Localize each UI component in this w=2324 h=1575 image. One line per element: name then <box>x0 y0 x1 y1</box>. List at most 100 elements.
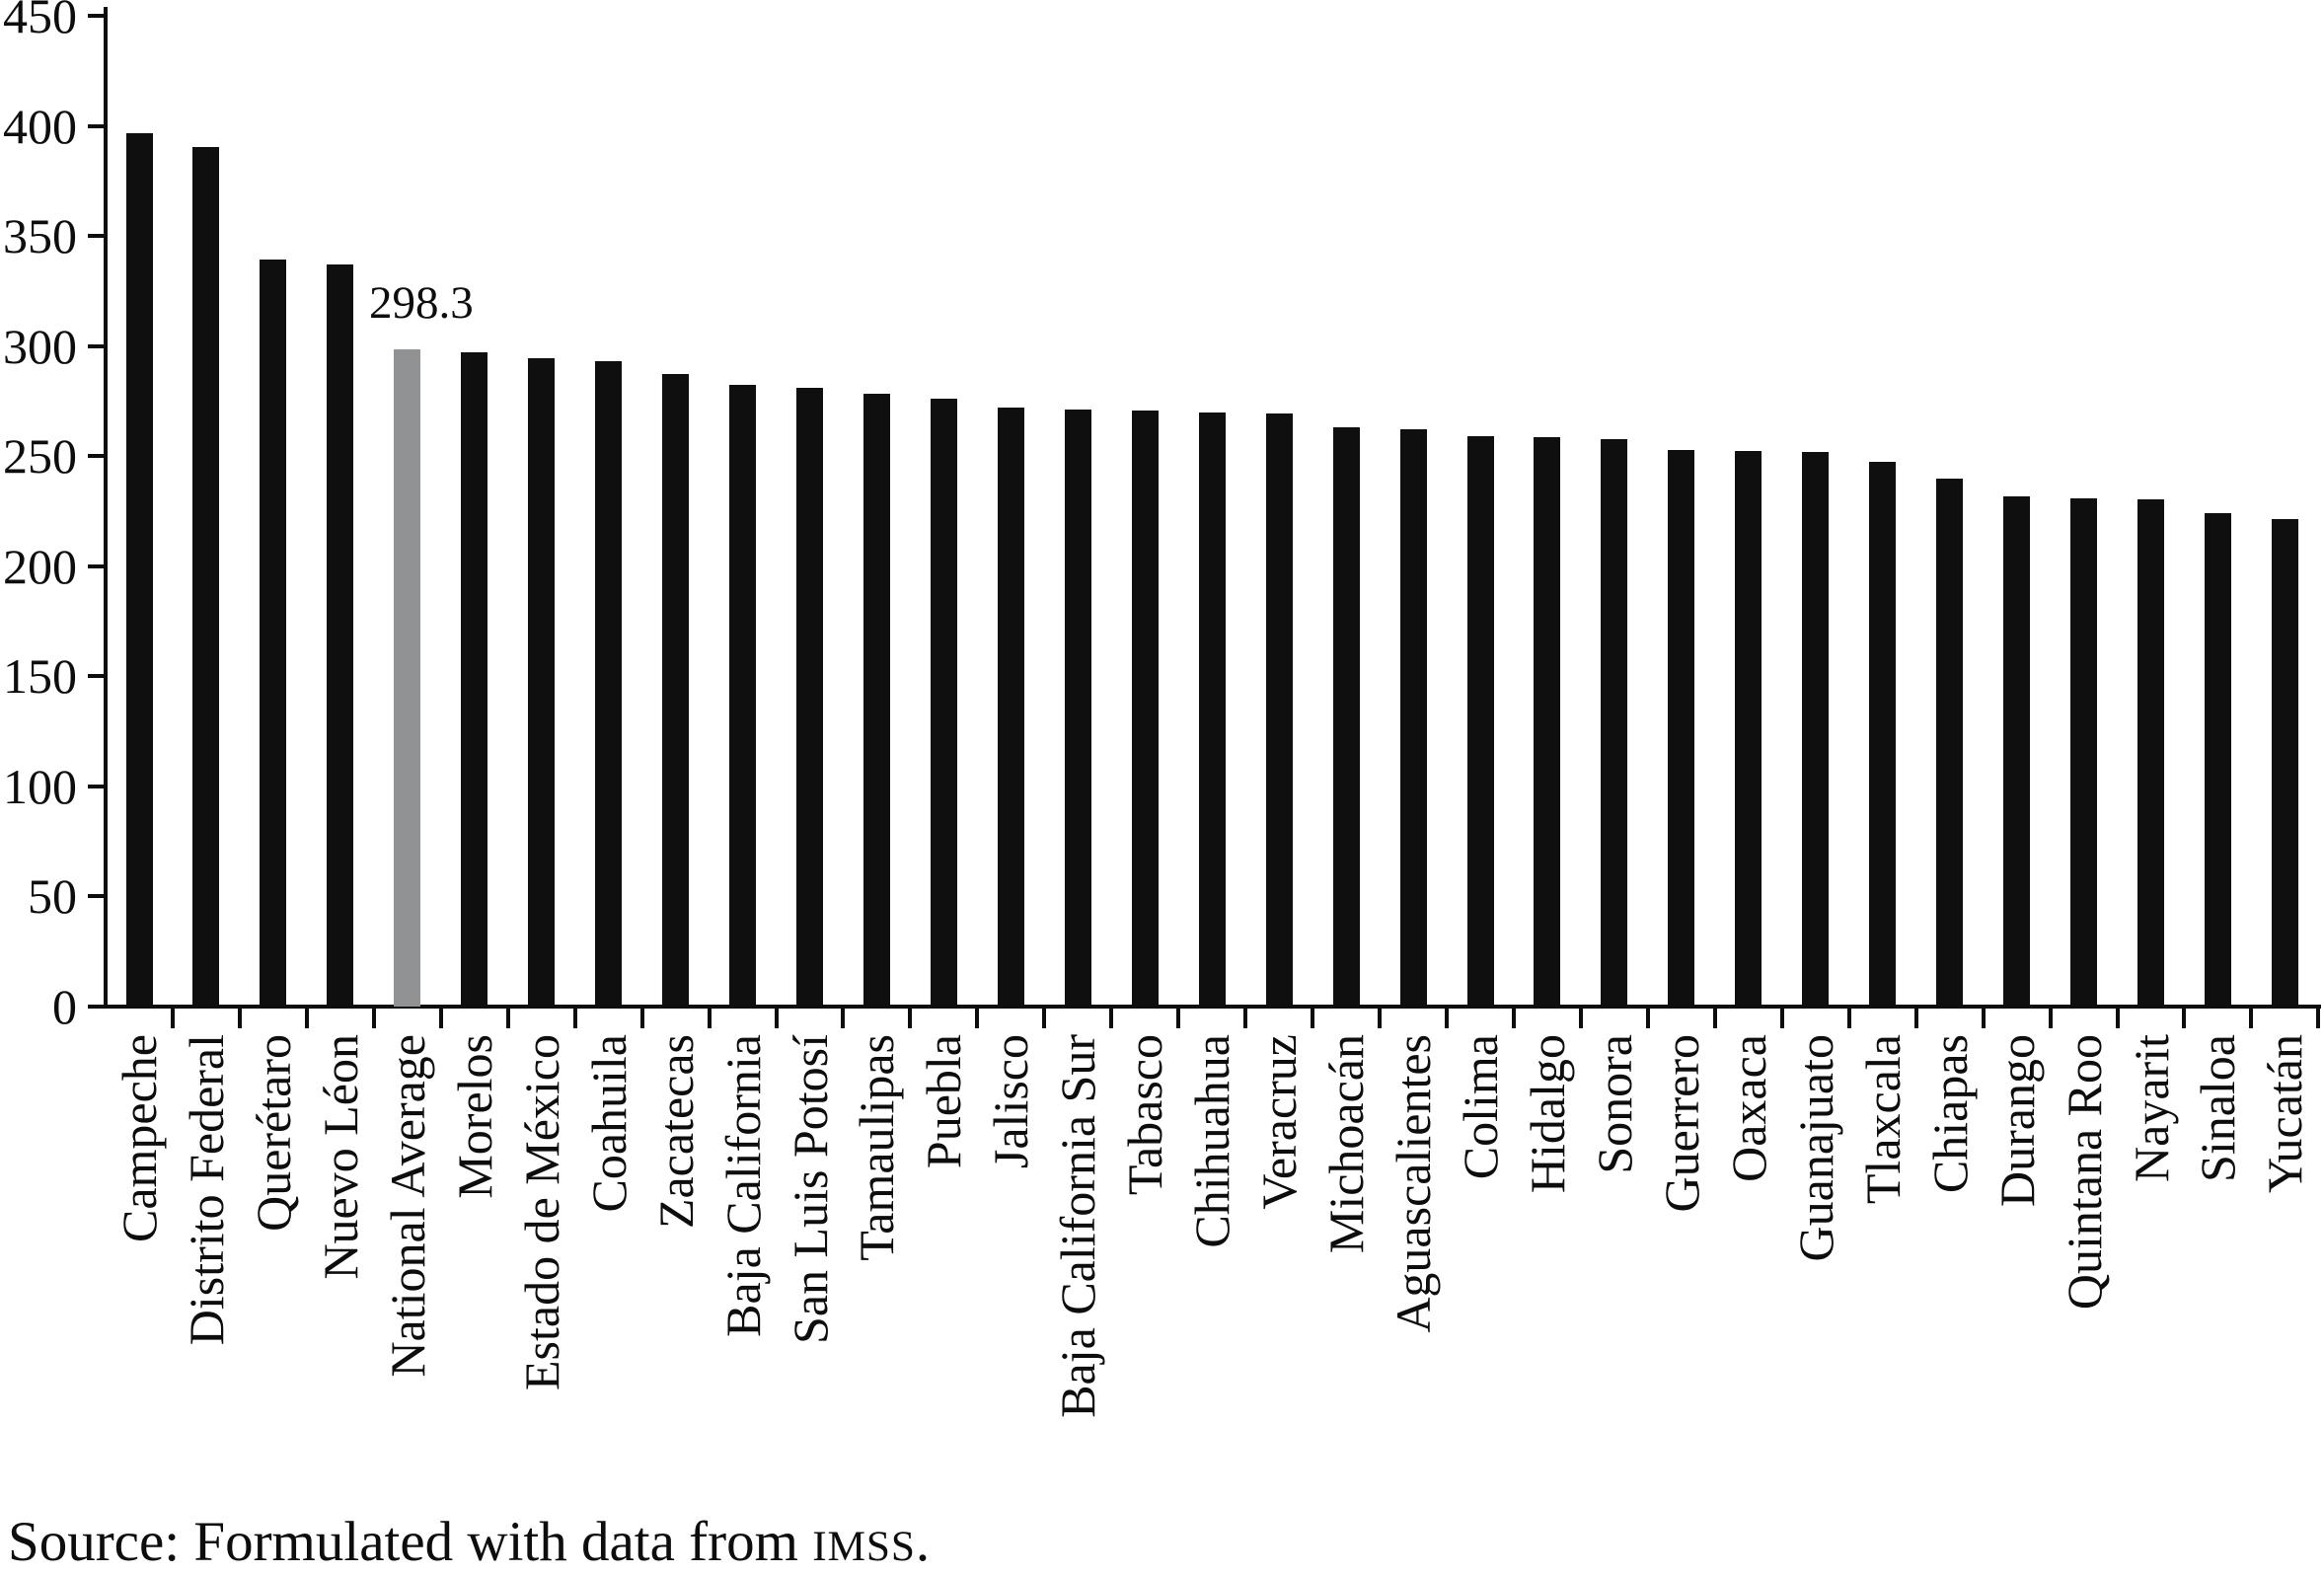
y-tick-350 <box>88 234 104 239</box>
x-label-oaxaca: Oaxaca <box>1720 1034 1776 1182</box>
x-label-zacatecas: Zacatecas <box>647 1034 704 1230</box>
y-tick-200 <box>88 563 104 568</box>
bar-morelos <box>461 352 488 1007</box>
x-tick-9 <box>707 1005 712 1028</box>
bar-baja-california <box>729 384 757 1007</box>
x-label-veracruz: Veracruz <box>1251 1034 1308 1210</box>
x-label-nuevo-leon: Nuevo Léon <box>312 1034 368 1280</box>
x-tick-18 <box>1311 1005 1315 1028</box>
x-label-michoacan: Michoacán <box>1318 1034 1375 1254</box>
x-tick-21 <box>1511 1005 1516 1028</box>
x-tick-30 <box>2115 1005 2120 1028</box>
x-label-nayarit: Nayarit <box>2123 1034 2179 1182</box>
bar-sinaloa <box>2204 513 2231 1007</box>
bar-queretaro <box>260 259 287 1007</box>
y-tick-label-100: 100 <box>3 758 77 814</box>
bar-distrito-federal <box>192 146 220 1007</box>
source-note: Source: Formulated with data from IMSS. <box>8 1514 930 1570</box>
bar-aguascalientes <box>1399 429 1427 1007</box>
y-tick-150 <box>88 674 104 679</box>
bar-puebla <box>930 399 957 1007</box>
bar-jalisco <box>997 408 1024 1007</box>
x-tick-2 <box>237 1005 242 1028</box>
bar-campeche <box>125 133 153 1007</box>
bar-nuevo-leon <box>327 264 354 1007</box>
x-tick-27 <box>1913 1005 1918 1028</box>
y-tick-0 <box>88 1005 104 1009</box>
y-tick-label-400: 400 <box>3 98 77 154</box>
x-tick-7 <box>572 1005 577 1028</box>
y-tick-label-200: 200 <box>3 538 77 594</box>
x-axis <box>104 1005 2321 1009</box>
bar-michoacan <box>1332 427 1360 1007</box>
x-tick-4 <box>371 1005 376 1028</box>
bar-national-average <box>394 349 421 1007</box>
bar-tlaxcala <box>1869 461 1897 1007</box>
x-tick-10 <box>774 1005 779 1028</box>
x-tick-5 <box>438 1005 443 1028</box>
x-label-estado-de-mexico: Estado de México <box>513 1034 569 1391</box>
x-label-guanajuato: Guanajuato <box>1787 1034 1843 1262</box>
x-label-national-average: National Average <box>379 1034 435 1378</box>
x-label-aguascalientes: Aguascalientes <box>1386 1034 1442 1333</box>
x-label-chihuahua: Chihuahua <box>1184 1034 1240 1248</box>
y-tick-300 <box>88 343 104 348</box>
national-average-value-label: 298.3 <box>369 277 474 329</box>
x-tick-29 <box>2048 1005 2053 1028</box>
source-note-text: Source: Formulated with data from <box>8 1511 813 1573</box>
x-label-durango: Durango <box>1988 1034 2045 1207</box>
x-tick-3 <box>304 1005 309 1028</box>
bar-coahuila <box>595 361 623 1007</box>
x-tick-25 <box>1779 1005 1784 1028</box>
x-tick-32 <box>2249 1005 2254 1028</box>
x-tick-20 <box>1445 1005 1450 1028</box>
x-tick-6 <box>505 1005 510 1028</box>
x-tick-26 <box>1846 1005 1851 1028</box>
y-tick-400 <box>88 123 104 128</box>
bar-oaxaca <box>1735 450 1762 1007</box>
y-tick-250 <box>88 454 104 459</box>
x-tick-11 <box>841 1005 846 1028</box>
bar-san-luis-potosi <box>796 388 823 1007</box>
x-label-tamaulipas: Tamaulipas <box>849 1034 905 1261</box>
bar-nayarit <box>2137 498 2164 1007</box>
x-label-morelos: Morelos <box>446 1034 502 1199</box>
x-tick-8 <box>639 1005 644 1028</box>
x-label-yucatan: Yucatán <box>2257 1034 2313 1194</box>
x-tick-17 <box>1243 1005 1248 1028</box>
x-label-tabasco: Tabasco <box>1117 1034 1173 1196</box>
bar-durango <box>2003 496 2031 1007</box>
x-label-colima: Colima <box>1453 1034 1508 1180</box>
bar-chihuahua <box>1198 412 1226 1007</box>
bar-yucatan <box>2271 518 2298 1007</box>
bar-veracruz <box>1265 412 1293 1007</box>
bar-tamaulipas <box>862 393 890 1007</box>
x-tick-22 <box>1578 1005 1583 1028</box>
x-tick-31 <box>2182 1005 2187 1028</box>
source-note-org: IMSS <box>812 1523 916 1570</box>
bar-quintana-roo <box>2070 497 2098 1007</box>
bar-chiapas <box>1936 478 1964 1007</box>
x-tick-14 <box>1042 1005 1047 1028</box>
y-tick-100 <box>88 784 104 788</box>
x-tick-28 <box>1981 1005 1986 1028</box>
x-label-coahuila: Coahuila <box>580 1034 637 1213</box>
x-label-hidalgo: Hidalgo <box>1519 1034 1575 1194</box>
x-label-chiapas: Chiapas <box>1921 1034 1978 1194</box>
y-tick-label-300: 300 <box>3 318 77 374</box>
y-tick-label-50: 50 <box>28 868 77 925</box>
y-tick-label-0: 0 <box>52 979 77 1034</box>
source-note-period: . <box>915 1511 931 1573</box>
x-tick-15 <box>1109 1005 1114 1028</box>
x-label-campeche: Campeche <box>112 1034 167 1243</box>
bar-colima <box>1466 436 1494 1007</box>
y-tick-label-250: 250 <box>3 428 77 485</box>
x-label-puebla: Puebla <box>916 1034 972 1169</box>
y-tick-450 <box>88 14 104 18</box>
x-label-tlaxcala: Tlaxcala <box>1854 1034 1911 1205</box>
x-label-guerrero: Guerrero <box>1653 1034 1709 1213</box>
bar-tabasco <box>1131 411 1159 1007</box>
x-label-sinaloa: Sinaloa <box>2190 1034 2246 1182</box>
